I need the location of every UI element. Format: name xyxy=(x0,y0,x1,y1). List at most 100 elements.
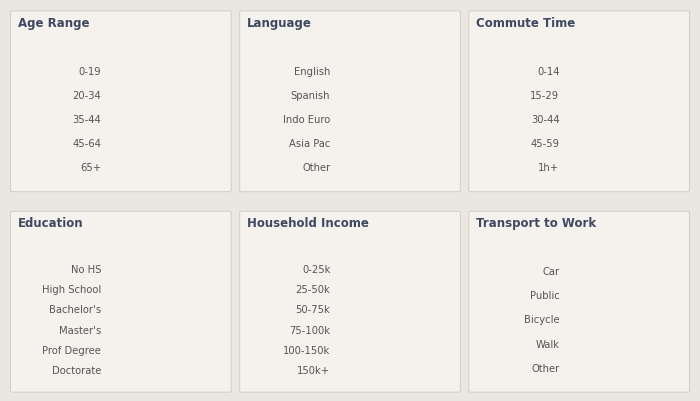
Bar xyxy=(334,326,455,336)
Bar xyxy=(334,366,455,376)
Text: Car: Car xyxy=(542,267,559,277)
Text: 100-150k: 100-150k xyxy=(283,346,330,356)
Bar xyxy=(104,285,120,295)
Bar xyxy=(334,326,351,336)
Text: Transport to Work: Transport to Work xyxy=(476,217,596,230)
Bar xyxy=(334,162,455,174)
Bar xyxy=(334,114,342,126)
Bar xyxy=(563,290,684,302)
Text: Bicycle: Bicycle xyxy=(524,316,559,326)
Text: 15-29: 15-29 xyxy=(531,91,559,101)
Bar xyxy=(104,138,132,150)
Bar xyxy=(334,285,455,295)
Bar xyxy=(563,363,684,375)
Text: 35-44: 35-44 xyxy=(72,115,101,125)
Bar xyxy=(104,326,124,336)
Bar xyxy=(104,162,226,174)
Text: 45-64: 45-64 xyxy=(72,139,101,149)
Bar xyxy=(563,338,684,350)
Bar xyxy=(563,363,568,375)
Bar xyxy=(563,162,573,174)
Text: Walk: Walk xyxy=(536,340,559,350)
Bar xyxy=(104,366,112,376)
Text: Commute Time: Commute Time xyxy=(476,17,575,30)
Bar xyxy=(563,290,589,302)
Bar xyxy=(334,66,455,78)
Bar xyxy=(104,366,226,376)
Text: Age Range: Age Range xyxy=(18,17,90,30)
Bar xyxy=(104,90,226,102)
Bar xyxy=(334,346,455,356)
Text: 65+: 65+ xyxy=(80,163,101,173)
Bar xyxy=(334,305,455,316)
Bar xyxy=(563,66,592,78)
Text: Prof Degree: Prof Degree xyxy=(42,346,101,356)
Text: English: English xyxy=(294,67,330,77)
Text: No HS: No HS xyxy=(71,265,101,275)
Text: 150k+: 150k+ xyxy=(297,366,330,376)
Text: Spanish: Spanish xyxy=(290,91,330,101)
Text: High School: High School xyxy=(42,285,101,295)
Bar xyxy=(563,90,606,102)
Text: 0-19: 0-19 xyxy=(78,67,101,77)
Bar xyxy=(104,265,226,275)
Bar xyxy=(563,338,599,350)
Bar xyxy=(563,66,684,78)
Bar xyxy=(334,265,455,275)
Bar xyxy=(104,66,114,78)
Bar xyxy=(334,138,455,150)
Bar xyxy=(563,314,570,326)
Bar xyxy=(104,346,122,356)
Text: Master's: Master's xyxy=(59,326,101,336)
Text: Education: Education xyxy=(18,217,83,230)
Text: Asia Pac: Asia Pac xyxy=(289,139,330,149)
Bar xyxy=(563,114,684,126)
Bar xyxy=(104,114,226,126)
Bar xyxy=(334,90,344,102)
Bar xyxy=(334,66,400,78)
Text: Bachelor's: Bachelor's xyxy=(49,306,101,316)
Bar xyxy=(563,314,684,326)
Text: 0-25k: 0-25k xyxy=(302,265,330,275)
Bar xyxy=(334,138,349,150)
Text: Language: Language xyxy=(247,17,312,30)
Bar xyxy=(104,162,117,174)
Text: 20-34: 20-34 xyxy=(72,91,101,101)
Text: 25-50k: 25-50k xyxy=(295,285,330,295)
Bar xyxy=(563,266,684,278)
Text: Doctorate: Doctorate xyxy=(52,366,101,376)
Bar xyxy=(104,326,226,336)
Text: 50-75k: 50-75k xyxy=(295,306,330,316)
Bar xyxy=(334,285,358,295)
Bar xyxy=(334,265,358,275)
Text: 75-100k: 75-100k xyxy=(289,326,330,336)
Text: 0-14: 0-14 xyxy=(537,67,559,77)
Bar xyxy=(104,90,150,102)
Text: 30-44: 30-44 xyxy=(531,115,559,125)
Bar xyxy=(104,138,226,150)
Bar xyxy=(334,114,455,126)
Bar xyxy=(104,265,112,275)
Bar xyxy=(563,90,684,102)
Text: Public: Public xyxy=(530,292,559,301)
Bar xyxy=(104,285,226,295)
Text: 45-59: 45-59 xyxy=(531,139,559,149)
Bar xyxy=(104,114,119,126)
Bar xyxy=(334,90,455,102)
Bar xyxy=(563,114,580,126)
Bar xyxy=(563,266,599,278)
Bar xyxy=(104,346,226,356)
Bar xyxy=(104,66,226,78)
Bar xyxy=(334,162,336,174)
Text: Indo Euro: Indo Euro xyxy=(283,115,330,125)
Text: Household Income: Household Income xyxy=(247,217,369,230)
Text: 1h+: 1h+ xyxy=(538,163,559,173)
Bar xyxy=(334,305,356,316)
Text: Other: Other xyxy=(302,163,330,173)
Text: Other: Other xyxy=(531,364,559,374)
Bar xyxy=(104,305,141,316)
Bar xyxy=(334,366,356,376)
Bar xyxy=(104,305,226,316)
Bar xyxy=(563,162,684,174)
Bar xyxy=(563,138,569,150)
